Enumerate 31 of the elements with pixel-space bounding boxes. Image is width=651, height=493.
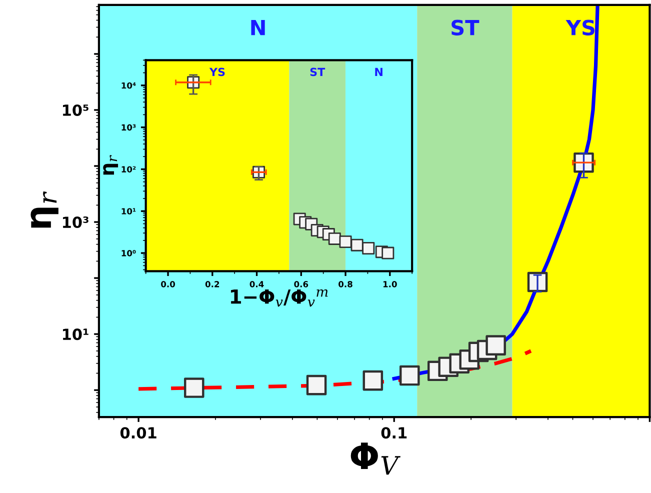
y-tick-label: 10⁴ xyxy=(122,82,136,89)
x-tick-label: 0.1 xyxy=(381,427,407,439)
x-axis-title: 1−Φ$_{v}$/Φ$_{v}$$^{m}$ xyxy=(230,289,328,307)
band-label: N xyxy=(375,68,382,76)
point xyxy=(350,238,364,252)
y-tick-label: 10¹ xyxy=(63,328,88,340)
band-label: N xyxy=(251,20,265,36)
y-tick-label: 10³ xyxy=(122,124,136,131)
y-tick-label: 10³ xyxy=(63,216,88,228)
x-tick-label: 1.0 xyxy=(383,281,397,288)
band-label: ST xyxy=(310,68,326,76)
x-tick-label: 0.6 xyxy=(294,281,308,288)
y-tick-label: 10² xyxy=(122,166,136,172)
x-axis-title: Φ$_{V}$ xyxy=(350,442,400,475)
band-label: YS xyxy=(566,20,595,36)
y-axis-title: η$_{r}$ xyxy=(103,155,118,175)
y-tick-label: 10⁵ xyxy=(63,104,88,116)
x-tick-label: 0.0 xyxy=(161,281,175,288)
x-tick-label: 0.8 xyxy=(338,281,352,288)
x-tick-label: 0.4 xyxy=(250,281,264,288)
x-tick-label: 0.2 xyxy=(205,281,220,288)
y-axis-title: η$_{r}$ xyxy=(30,191,58,228)
point xyxy=(339,236,352,248)
x-tick-label: 0.01 xyxy=(120,427,156,439)
y-tick-label: 10¹ xyxy=(122,208,136,214)
point xyxy=(362,242,375,255)
point xyxy=(382,246,394,260)
band-label: ST xyxy=(452,20,480,36)
point xyxy=(328,232,341,245)
y-tick-label: 10⁰ xyxy=(122,250,136,256)
band-label: YS xyxy=(209,68,225,76)
